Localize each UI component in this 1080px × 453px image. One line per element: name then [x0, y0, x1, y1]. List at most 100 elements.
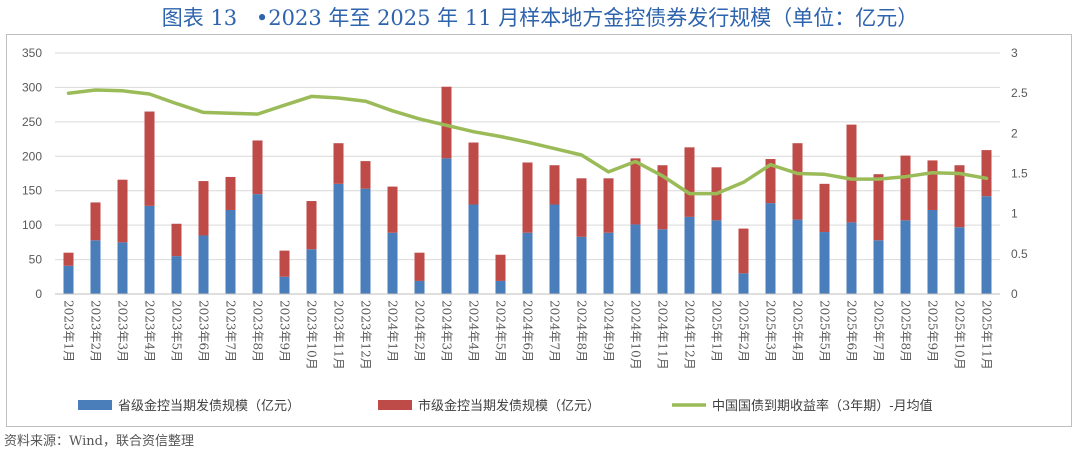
- x-axis-tick-label: 2024年5月: [494, 300, 508, 362]
- left-axis-tick-label: 100: [22, 218, 42, 232]
- provincial-bar: [900, 220, 911, 294]
- municipal-bar: [522, 162, 533, 233]
- municipal-bar: [495, 254, 506, 281]
- provincial-bar: [306, 249, 317, 294]
- municipal-bar: [630, 158, 641, 225]
- provincial-bar: [522, 232, 533, 294]
- x-axis-labels: 2023年1月 2023年2月 2023年3月 2023年4月 2023年5月 2023年…: [62, 300, 994, 370]
- municipal-bar: [684, 147, 695, 217]
- provincial-bar: [711, 220, 722, 294]
- provincial-bar: [684, 216, 695, 294]
- municipal-bar: [414, 252, 425, 281]
- provincial-bar: [495, 280, 506, 294]
- provincial-bar: [468, 204, 479, 294]
- municipal-bar: [927, 160, 938, 210]
- municipal-bar: [252, 140, 263, 195]
- provincial-bar: [63, 265, 74, 294]
- x-axis-tick-label: 2024年8月: [575, 300, 589, 362]
- right-axis-tick-label: 2: [1011, 126, 1018, 140]
- municipal-bar: [387, 186, 398, 233]
- x-axis-tick-label: 2025年11月: [980, 300, 994, 370]
- x-axis-tick-label: 2024年12月: [683, 300, 697, 370]
- x-axis-tick-label: 2024年2月: [413, 300, 427, 362]
- provincial-bar: [819, 232, 830, 294]
- provincial-bar: [252, 194, 263, 294]
- x-axis-tick-label: 2025年4月: [791, 300, 805, 362]
- chart-frame: [6, 34, 1072, 427]
- municipal-bar: [954, 165, 965, 228]
- municipal-bar: [549, 165, 560, 205]
- x-axis-tick-label: 2024年9月: [602, 300, 616, 362]
- provincial-bar: [360, 188, 371, 294]
- municipal-bar: [603, 178, 614, 233]
- provincial-bar: [738, 273, 749, 294]
- x-axis-tick-label: 2024年11月: [656, 300, 670, 370]
- municipal-bar: [981, 150, 992, 197]
- municipal-bar: [738, 228, 749, 274]
- municipal-bar: [846, 124, 857, 223]
- x-axis-tick-label: 2025年3月: [764, 300, 778, 362]
- provincial-bar: [873, 240, 884, 294]
- x-axis-tick-label: 2023年5月: [170, 300, 184, 362]
- municipal-bar: [90, 202, 101, 241]
- provincial-bar: [198, 235, 209, 294]
- x-axis-tick-label: 2024年1月: [386, 300, 400, 362]
- provincial-bar: [657, 229, 668, 294]
- x-axis-tick-label: 2023年9月: [278, 300, 292, 362]
- municipal-bar: [576, 178, 587, 237]
- legend-yield: 中国国债到期收益率（3年期）-月均值: [672, 398, 933, 414]
- x-axis-tick-label: 2025年10月: [953, 300, 967, 370]
- right-axis-tick-label: 0: [1011, 287, 1018, 301]
- x-axis-tick-label: 2024年6月: [521, 300, 535, 362]
- municipal-bar: [333, 143, 344, 184]
- municipal-bar: [225, 176, 236, 210]
- x-axis-tick-label: 2024年10月: [629, 300, 643, 370]
- municipal-bar: [279, 250, 290, 277]
- provincial-bar: [576, 236, 587, 294]
- municipal-bar: [468, 142, 479, 205]
- provincial-bar: [144, 205, 155, 294]
- legend-swatch: [78, 400, 112, 410]
- provincial-bar: [792, 219, 803, 294]
- x-axis-tick-label: 2025年1月: [710, 300, 724, 362]
- right-axis-tick-label: 2.5: [1011, 86, 1028, 100]
- x-axis-tick-label: 2023年12月: [359, 300, 373, 370]
- x-axis-tick-label: 2025年7月: [872, 300, 886, 362]
- provincial-bar: [171, 256, 182, 294]
- right-axis-ticks: 0 0.5 1 1.5 2 2.5 3: [1011, 46, 1028, 301]
- yield-line-series: [66, 88, 989, 196]
- left-axis-ticks: 0 50 100 150 200 250 300 350: [22, 46, 42, 301]
- left-axis-tick-label: 150: [22, 184, 42, 198]
- left-axis-tick-label: 250: [22, 115, 42, 129]
- provincial-bar: [333, 183, 344, 294]
- provincial-bar: [441, 158, 452, 294]
- provincial-bar: [981, 196, 992, 294]
- left-axis-tick-label: 0: [35, 287, 42, 301]
- right-axis-tick-label: 1: [1011, 207, 1018, 221]
- municipal-bar: [171, 223, 182, 257]
- municipal-bar: [873, 174, 884, 241]
- x-axis-tick-label: 2025年2月: [737, 300, 751, 362]
- legend: 省级金控当期发债规模（亿元） 市级金控当期发债规模（亿元） 中国国债到期收益率（3年…: [78, 398, 933, 414]
- yield-line: [66, 88, 989, 196]
- municipal-bar: [117, 179, 128, 243]
- left-axis-tick-label: 50: [29, 253, 43, 267]
- x-axis-tick-label: 2023年2月: [89, 300, 103, 362]
- x-axis-tick-label: 2025年9月: [926, 300, 940, 362]
- provincial-bar: [414, 280, 425, 294]
- municipal-bar: [144, 111, 155, 206]
- x-axis-tick-label: 2023年8月: [251, 300, 265, 362]
- provincial-bar: [387, 232, 398, 294]
- right-axis-tick-label: 3: [1011, 46, 1018, 60]
- provincial-bar: [549, 204, 560, 294]
- provincial-bar: [90, 240, 101, 294]
- figure-number: 图表 13: [161, 6, 238, 30]
- provincial-bar: [117, 242, 128, 294]
- left-axis-tick-label: 200: [22, 149, 42, 163]
- legend-label: 市级金控当期发债规模（亿元）: [418, 398, 600, 414]
- provincial-bar: [927, 209, 938, 294]
- legend-municipal: 市级金控当期发债规模（亿元）: [378, 398, 600, 414]
- provincial-bar: [765, 203, 776, 294]
- x-axis-tick-label: 2024年3月: [440, 300, 454, 362]
- municipal-bar: [198, 181, 209, 236]
